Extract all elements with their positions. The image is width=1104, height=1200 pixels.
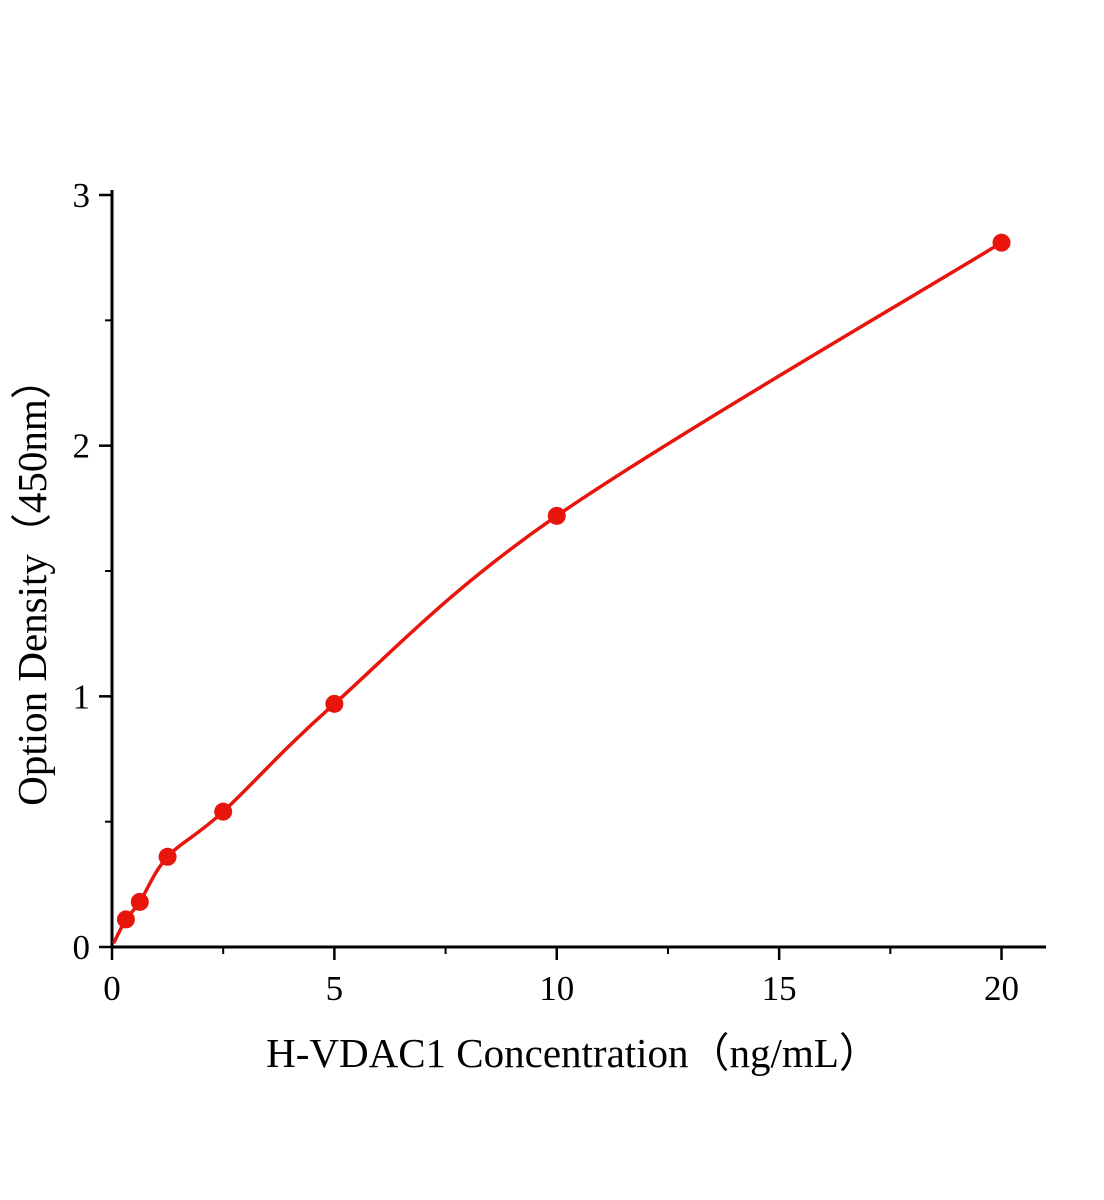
y-tick-label: 0: [73, 928, 91, 967]
x-tick-label: 10: [539, 969, 574, 1008]
data-point-marker: [325, 694, 344, 713]
plot-generated-layer: 0 5 10 15 20 0 1 2 3: [73, 176, 1046, 1008]
y-tick-label: 2: [73, 427, 91, 466]
y-tick-label: 1: [73, 677, 91, 716]
data-point-marker: [130, 892, 149, 911]
data-point-marker: [214, 802, 233, 821]
x-tick-label: 0: [103, 969, 121, 1008]
x-axis-title: H-VDAC1 Concentration（ng/mL）: [266, 1030, 880, 1076]
data-point-marker: [992, 233, 1011, 252]
data-point-marker: [547, 506, 566, 525]
y-axis-title: Option Density（450nm）: [9, 358, 55, 806]
x-tick-label: 15: [762, 969, 797, 1008]
x-tick-label: 5: [326, 969, 344, 1008]
y-tick-label: 3: [73, 176, 91, 215]
x-tick-label: 20: [984, 969, 1019, 1008]
data-point-marker: [158, 847, 177, 866]
data-point-marker: [116, 910, 135, 929]
fitted-curve: [112, 240, 1004, 944]
